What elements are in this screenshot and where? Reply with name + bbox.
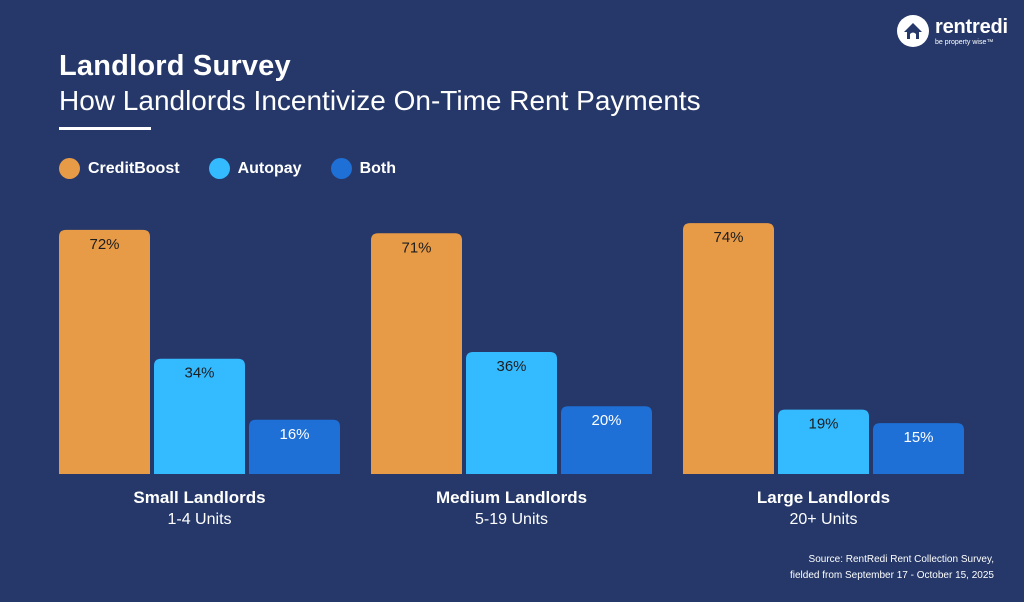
bar-both-0 [249,419,340,474]
logo: rentredi be property wise™ [896,14,1008,48]
source-line-2: fielded from September 17 - October 15, … [789,570,994,581]
chart-title: Landlord Survey [59,50,291,82]
legend-item-creditboost: CreditBoost [59,158,180,179]
legend: CreditBoost Autopay Both [59,158,425,179]
data-label-autopay-2: 19% [808,416,838,433]
bar-creditboost-1 [371,233,462,474]
data-label-autopay-1: 36% [496,358,526,375]
brand-tagline: be property wise™ [935,38,994,46]
brand-name: rentredi [935,15,1008,38]
data-label-creditboost-1: 71% [401,239,431,256]
data-label-both-2: 15% [903,429,933,446]
legend-swatch [208,158,230,179]
title-underline [59,127,151,130]
category-label-1: Medium Landlords [436,488,587,507]
category-label-2: Large Landlords [757,488,890,507]
bar-creditboost-2 [683,223,774,474]
legend-label: CreditBoost [88,159,180,177]
data-label-both-1: 20% [591,412,621,429]
category-sublabel-1: 5-19 Units [475,511,548,528]
data-label-creditboost-0: 72% [89,236,119,253]
data-label-both-0: 16% [279,426,309,443]
legend-item-autopay: Autopay [208,158,302,179]
bar-both-2 [873,423,964,474]
data-label-creditboost-2: 74% [713,229,743,246]
bar-autopay-0 [154,358,245,474]
legend-swatch [330,158,352,179]
data-label-autopay-0: 34% [184,365,214,382]
rentredi-logo-icon [897,15,929,47]
bar-autopay-1 [466,351,557,474]
bar-both-1 [561,406,652,474]
bar-creditboost-0 [59,229,150,474]
bar-autopay-2 [778,409,869,474]
legend-label: Both [359,159,396,177]
chart-subtitle: How Landlords Incentivize On-Time Rent P… [59,85,701,116]
category-label-0: Small Landlords [133,488,265,507]
legend-label: Autopay [237,159,302,177]
source-note: Source: RentRedi Rent Collection Survey,… [790,552,994,584]
source-line-1: Source: RentRedi Rent Collection Survey, [808,554,994,565]
legend-swatch [59,158,80,179]
category-sublabel-2: 20+ Units [789,511,857,528]
legend-item-both: Both [330,158,396,179]
category-sublabel-0: 1-4 Units [167,511,231,528]
